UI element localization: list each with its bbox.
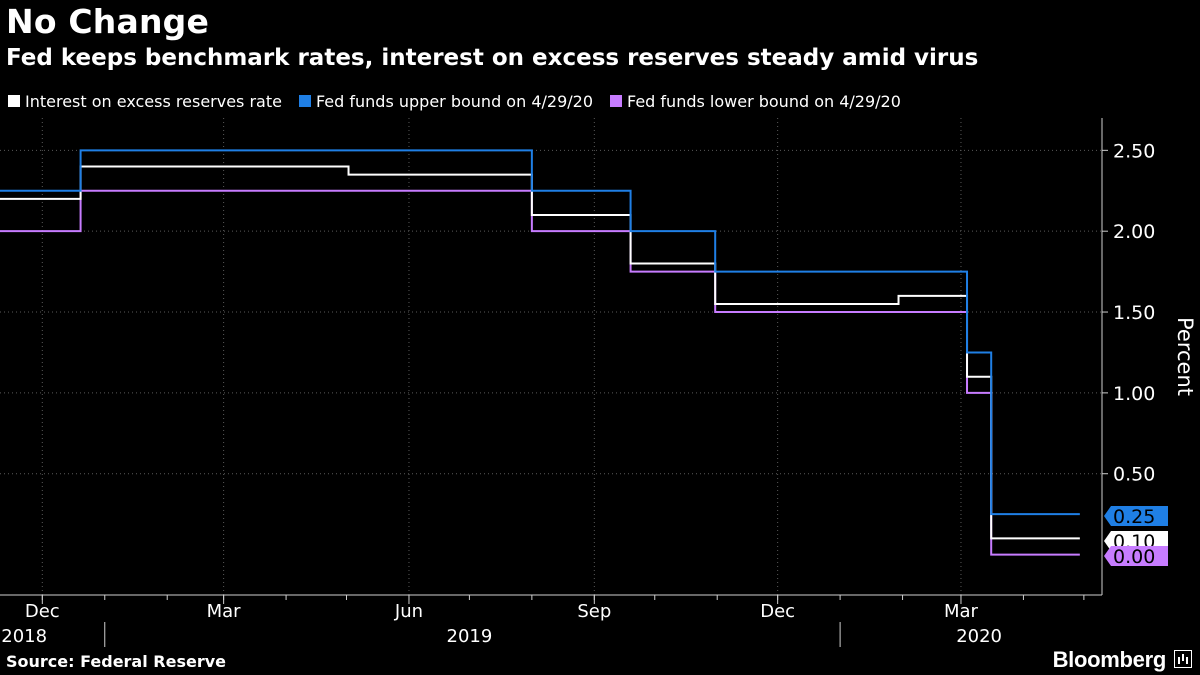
source-note: Source: Federal Reserve [6, 652, 226, 671]
legend-item-upper-bound: Fed funds upper bound on 4/29/20 [298, 91, 593, 111]
x-tick-label: Dec [25, 601, 60, 622]
y-axis-title: Percent [1173, 317, 1197, 396]
year-label: 2019 [447, 626, 493, 647]
ioer-line [0, 165, 1080, 540]
lower-bound-value-flag: 0.00 [1104, 546, 1168, 568]
year-label: 2018 [1, 626, 47, 647]
legend-label-lower-bound: Fed funds lower bound on 4/29/20 [627, 91, 901, 111]
upper-bound-value-flag: 0.25 [1104, 506, 1168, 528]
legend-swatch-upper-bound [298, 95, 311, 107]
legend: Interest on excess reserves rate Fed fun… [8, 90, 918, 112]
chart-title: No Change [6, 2, 210, 41]
legend-label-ioer: Interest on excess reserves rate [25, 91, 282, 111]
lower-bound-line [0, 189, 1080, 556]
value-flag-shape [1104, 506, 1168, 526]
value-flag-shape [1104, 546, 1168, 566]
upper-bound-line [0, 149, 1080, 516]
legend-label-upper-bound: Fed funds upper bound on 4/29/20 [315, 91, 593, 111]
y-tick-label: 2.00 [1113, 221, 1155, 243]
y-tick-label: 0.50 [1113, 464, 1155, 486]
bloomberg-chart-icon [1174, 650, 1192, 668]
x-tick-label: Dec [760, 601, 795, 622]
legend-swatch-lower-bound [610, 95, 622, 107]
year-label: 2020 [956, 626, 1002, 647]
x-tick-label: Sep [577, 601, 611, 622]
y-tick-label: 1.50 [1113, 302, 1155, 324]
x-tick-label: Jun [394, 601, 423, 622]
legend-item-lower-bound: Fed funds lower bound on 4/29/20 [610, 92, 901, 111]
x-tick-label: Mar [944, 601, 979, 622]
legend-item-ioer: Interest on excess reserves rate [8, 92, 282, 111]
y-tick-label: 2.50 [1113, 140, 1155, 162]
legend-swatch-ioer [8, 95, 20, 107]
bloomberg-logo: Bloomberg [1052, 647, 1167, 672]
value-flag-label: 0.25 [1113, 506, 1155, 528]
x-tick-label: Mar [207, 601, 242, 622]
y-tick-label: 1.00 [1113, 383, 1155, 405]
value-flag-label: 0.00 [1113, 546, 1155, 568]
chart-subtitle: Fed keeps benchmark rates, interest on e… [6, 45, 979, 71]
